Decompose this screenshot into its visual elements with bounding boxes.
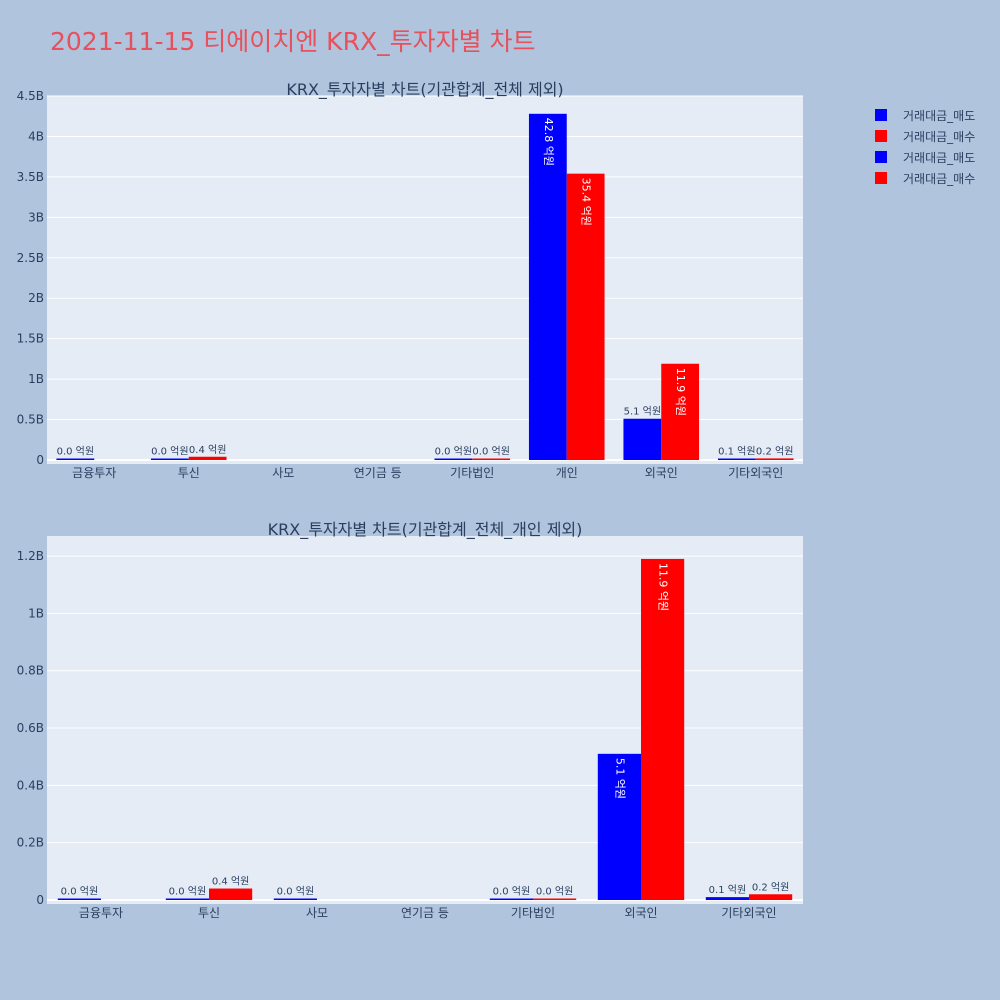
y-tick-label: 2B [28, 291, 44, 305]
y-tick-label: 1B [28, 606, 44, 620]
bar-sell [597, 753, 641, 900]
x-tick-label: 외국인 [624, 906, 657, 920]
y-tick-label: 0.4B [17, 778, 44, 792]
legend-label: 거래대금_매도 [903, 109, 976, 123]
data-label: 0.4 억원 [189, 444, 226, 456]
plot-area [47, 536, 803, 904]
bar-buy [566, 173, 605, 461]
x-tick-label: 기타외국인 [721, 906, 776, 920]
x-tick-label: 투신 [178, 466, 200, 480]
legend-label: 거래대금_매수 [903, 172, 976, 186]
y-tick-label: 0 [36, 893, 44, 907]
bar-sell [150, 458, 189, 460]
x-tick-label: 사모 [306, 906, 328, 920]
x-tick-label: 기타법인 [450, 466, 494, 480]
bar-sell [717, 458, 756, 460]
data-label: 0.0 억원 [536, 886, 573, 898]
legend-swatch-buy [875, 130, 887, 142]
bar-sell [434, 458, 473, 460]
chart-title: KRX_투자자별 차트(기관합계_전체_개인 제외) [268, 520, 583, 540]
legend-label: 거래대금_매도 [903, 151, 976, 165]
data-label: 5.1 억원 [613, 758, 626, 799]
data-label: 0.0 억원 [472, 446, 509, 458]
x-tick-label: 연기금 등 [354, 466, 402, 480]
x-tick-label: 투신 [198, 906, 220, 920]
x-tick-label: 사모 [272, 466, 294, 480]
bar-buy [749, 894, 793, 900]
legend-swatch-buy [875, 172, 887, 184]
bar-buy [209, 888, 253, 900]
data-label: 0.2 억원 [752, 881, 789, 893]
bar-sell [57, 898, 101, 900]
legend-swatch-sell [875, 151, 887, 163]
y-tick-label: 1B [28, 372, 44, 386]
bar-buy [472, 458, 511, 460]
data-label: 0.0 억원 [277, 886, 314, 898]
bar-buy [533, 898, 577, 900]
x-tick-label: 기타법인 [511, 906, 555, 920]
data-label: 0.0 억원 [57, 446, 94, 458]
chart-1: 0 0.5B 1B 1.5B 2B 2.5B 3B 3.5B 4B 4.5B KRX_투자자별 차트… [17, 80, 803, 480]
y-tick-label: 0.8B [17, 664, 44, 678]
bar-buy [755, 458, 794, 460]
data-label: 0.1 억원 [718, 446, 755, 458]
y-tick-label: 1.2B [17, 549, 44, 563]
x-tick-label: 기타외국인 [728, 466, 783, 480]
y-tick-label: 4B [28, 129, 44, 143]
data-label: 5.1 억원 [624, 406, 661, 418]
legend-label: 거래대금_매수 [903, 130, 976, 144]
x-tick-label: 금융투자 [79, 906, 123, 920]
data-label: 11.9 억원 [674, 368, 687, 416]
x-tick-label: 금융투자 [72, 466, 116, 480]
bar-sell [56, 458, 95, 460]
bar-sell [705, 897, 749, 900]
chart-title: KRX_투자자별 차트(기관합계_전체 제외) [286, 80, 563, 100]
bar-sell [273, 898, 317, 900]
data-label: 0.2 억원 [756, 445, 793, 457]
data-label: 11.9 억원 [657, 563, 670, 611]
x-tick-label: 외국인 [645, 466, 678, 480]
data-label: 0.0 억원 [151, 446, 188, 458]
y-tick-label: 3B [28, 210, 44, 224]
data-label: 0.1 억원 [709, 884, 746, 896]
bar-buy [641, 558, 685, 900]
y-tick-label: 1.5B [17, 332, 44, 346]
y-tick-label: 0 [36, 453, 44, 467]
bar-sell [623, 418, 662, 460]
x-tick-label: 개인 [556, 466, 578, 480]
legend-swatch-sell [875, 109, 887, 121]
page-title: 2021-11-15 티에이치엔 KRX_투자자별 차트 [50, 27, 536, 56]
bar-buy [661, 363, 700, 460]
y-tick-label: 4.5B [17, 89, 44, 103]
y-tick-label: 3.5B [17, 170, 44, 184]
data-label: 0.0 억원 [61, 886, 98, 898]
y-tick-label: 0.6B [17, 721, 44, 735]
bar-sell [528, 113, 567, 460]
chart-2: 0 0.2B 0.4B 0.6B 0.8B 1B 1.2B KRX_투자자별 차트(기관합계_… [17, 520, 803, 920]
data-label: 0.0 억원 [435, 446, 472, 458]
data-label: 0.0 억원 [169, 886, 206, 898]
bar-sell [165, 898, 209, 900]
bar-sell [489, 898, 533, 900]
data-label: 0.0 억원 [493, 886, 530, 898]
y-tick-label: 2.5B [17, 251, 44, 265]
bar-buy [188, 456, 227, 460]
data-label: 35.4 억원 [580, 178, 593, 226]
data-label: 42.8 억원 [542, 118, 555, 166]
x-tick-label: 연기금 등 [401, 906, 449, 920]
y-tick-label: 0.2B [17, 836, 44, 850]
y-tick-label: 0.5B [17, 413, 44, 427]
data-label: 0.4 억원 [212, 876, 249, 888]
